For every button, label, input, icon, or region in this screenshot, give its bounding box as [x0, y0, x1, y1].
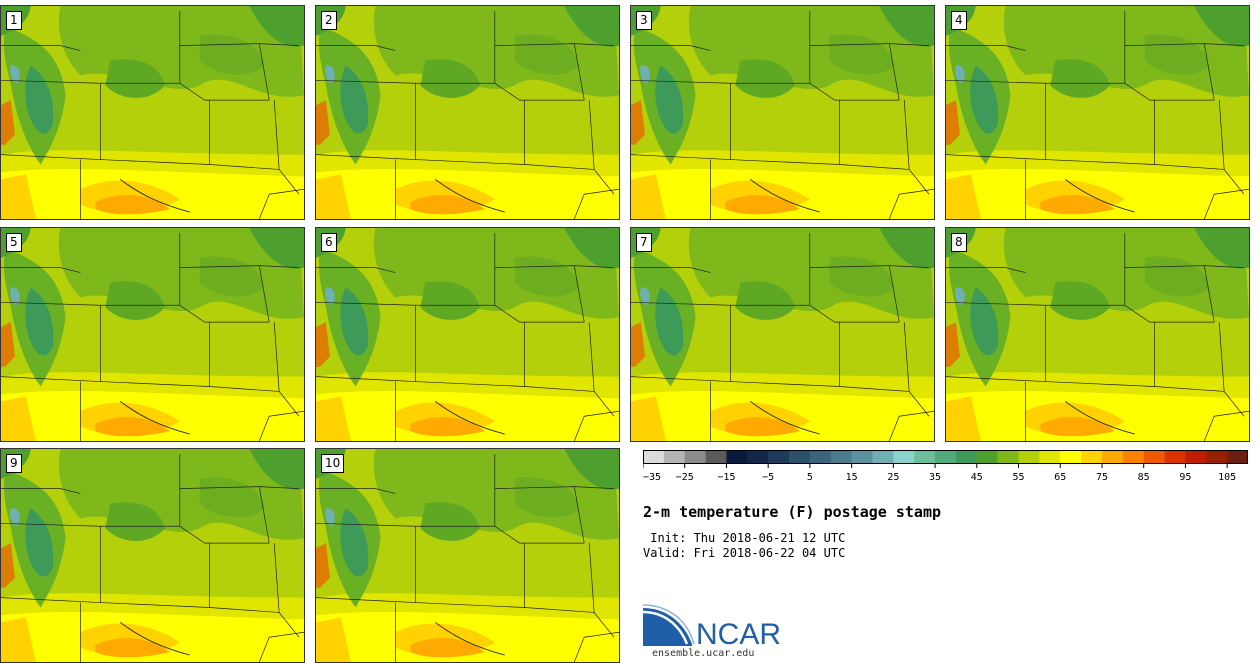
legend-swatch	[1122, 450, 1144, 464]
legend-swatch	[1164, 450, 1186, 464]
legend-tick-label: 15	[846, 472, 858, 483]
legend-swatch	[1185, 450, 1207, 464]
legend-swatch	[872, 450, 894, 464]
legend-tick-label: 55	[1012, 472, 1024, 483]
legend-swatch	[789, 450, 811, 464]
map-panel-2: 2	[315, 5, 620, 220]
panel-number: 6	[321, 233, 337, 252]
valid-time: Valid: Fri 2018-06-22 04 UTC	[643, 546, 846, 560]
page-title: 2-m temperature (F) postage stamp	[643, 503, 942, 521]
legend-swatch	[643, 450, 665, 464]
init-time: Init: Thu 2018-06-21 12 UTC	[643, 531, 846, 545]
map-panel-7: 7	[630, 227, 935, 442]
panel-number: 8	[951, 233, 967, 252]
panel-number: 7	[636, 233, 652, 252]
map-panel-5: 5	[0, 227, 305, 442]
legend-frame	[643, 450, 1248, 464]
legend-swatch	[935, 450, 957, 464]
ncar-logo-text: NCAR	[696, 618, 781, 648]
legend-swatch	[1039, 450, 1061, 464]
legend-swatch	[851, 450, 873, 464]
legend-swatch	[1018, 450, 1040, 464]
legend-swatch	[726, 450, 748, 464]
ncar-logo-swoosh-icon	[643, 608, 692, 646]
legend-swatch	[809, 450, 832, 464]
legend-swatch	[705, 450, 727, 464]
legend-swatch	[893, 450, 915, 464]
panel-number: 5	[6, 233, 22, 252]
map-panel-1: 1	[0, 5, 305, 220]
legend-tick-label: 75	[1096, 472, 1108, 483]
legend-tick-label: −25	[676, 472, 694, 483]
panel-number: 1	[6, 11, 22, 30]
map-panel-8: 8	[945, 227, 1250, 442]
panel-number: 2	[321, 11, 337, 30]
legend-tick-label: −15	[717, 472, 735, 483]
legend-tick-label: 65	[1054, 472, 1066, 483]
panel-number: 4	[951, 11, 967, 30]
legend-swatch	[1143, 450, 1165, 464]
legend-tick-label: 5	[807, 472, 813, 483]
map-panel-9: 9	[0, 448, 305, 663]
legend-swatch	[955, 450, 978, 464]
panel-number: 9	[6, 454, 22, 473]
map-panel-4: 4	[945, 5, 1250, 220]
legend-swatch	[1101, 450, 1124, 464]
map-panel-6: 6	[315, 227, 620, 442]
map-panel-10: 10	[315, 448, 620, 663]
legend-swatch	[684, 450, 706, 464]
temperature-color-legend: −35−25−15−55152535455565758595105115	[643, 450, 1248, 483]
legend-swatch	[914, 450, 936, 464]
legend-tick-label: 85	[1138, 472, 1150, 483]
panel-number: 3	[636, 11, 652, 30]
legend-swatch	[1227, 450, 1248, 464]
legend-tick-label: 105	[1218, 472, 1236, 483]
legend-tick-label: 25	[887, 472, 899, 483]
legend-swatch	[976, 450, 998, 464]
legend-tick-label: 45	[971, 472, 983, 483]
legend-swatch	[768, 450, 790, 464]
legend-tick-label: 35	[929, 472, 941, 483]
legend-swatch	[997, 450, 1019, 464]
panel-number: 10	[321, 454, 345, 473]
legend-swatch	[1060, 450, 1082, 464]
legend-tick-label: −35	[643, 472, 661, 483]
map-panel-3: 3	[630, 5, 935, 220]
ncar-logo: NCAR	[642, 604, 781, 648]
legend-swatch	[663, 450, 686, 464]
legend-swatch	[1081, 450, 1103, 464]
legend-swatch	[1206, 450, 1228, 464]
site-url: ensemble.ucar.edu	[652, 648, 755, 659]
legend-swatch	[747, 450, 769, 464]
legend-tick-label: −5	[762, 472, 774, 483]
legend-tick-label: 95	[1179, 472, 1191, 483]
legend-swatch	[830, 450, 852, 464]
